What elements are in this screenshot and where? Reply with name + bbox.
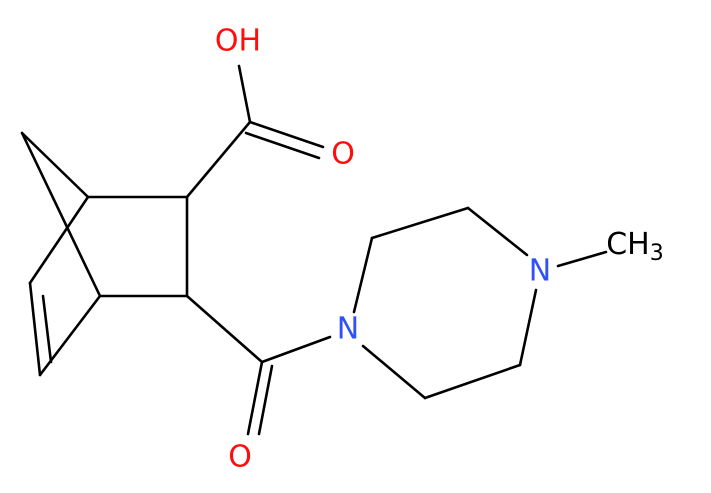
bond: [518, 288, 538, 367]
bond: [28, 281, 42, 377]
atom-label-subscript: 3: [650, 241, 664, 266]
bonds: [20, 64, 608, 436]
bond: [41, 294, 53, 364]
atom-label: N: [529, 254, 551, 289]
bond: [370, 206, 470, 240]
bond: [248, 120, 325, 149]
bond: [185, 294, 264, 364]
atom-label: O: [331, 137, 355, 172]
atom-label: CH3: [606, 227, 664, 267]
bond: [257, 364, 274, 436]
bond: [246, 360, 264, 436]
bond: [20, 131, 102, 298]
bond: [185, 120, 252, 199]
bond: [361, 344, 427, 400]
bond: [260, 335, 332, 364]
bond: [237, 64, 252, 124]
atom-label: O: [228, 440, 252, 475]
bond: [556, 250, 608, 268]
atom-label: OH: [215, 24, 261, 59]
bond: [20, 131, 90, 199]
bond: [244, 131, 321, 160]
bond: [352, 236, 374, 314]
atom-label-main: CH: [606, 227, 650, 262]
atom-label: N: [337, 312, 359, 347]
bond: [423, 363, 522, 400]
bond: [466, 206, 529, 257]
bond: [28, 195, 90, 285]
bond: [38, 294, 102, 377]
